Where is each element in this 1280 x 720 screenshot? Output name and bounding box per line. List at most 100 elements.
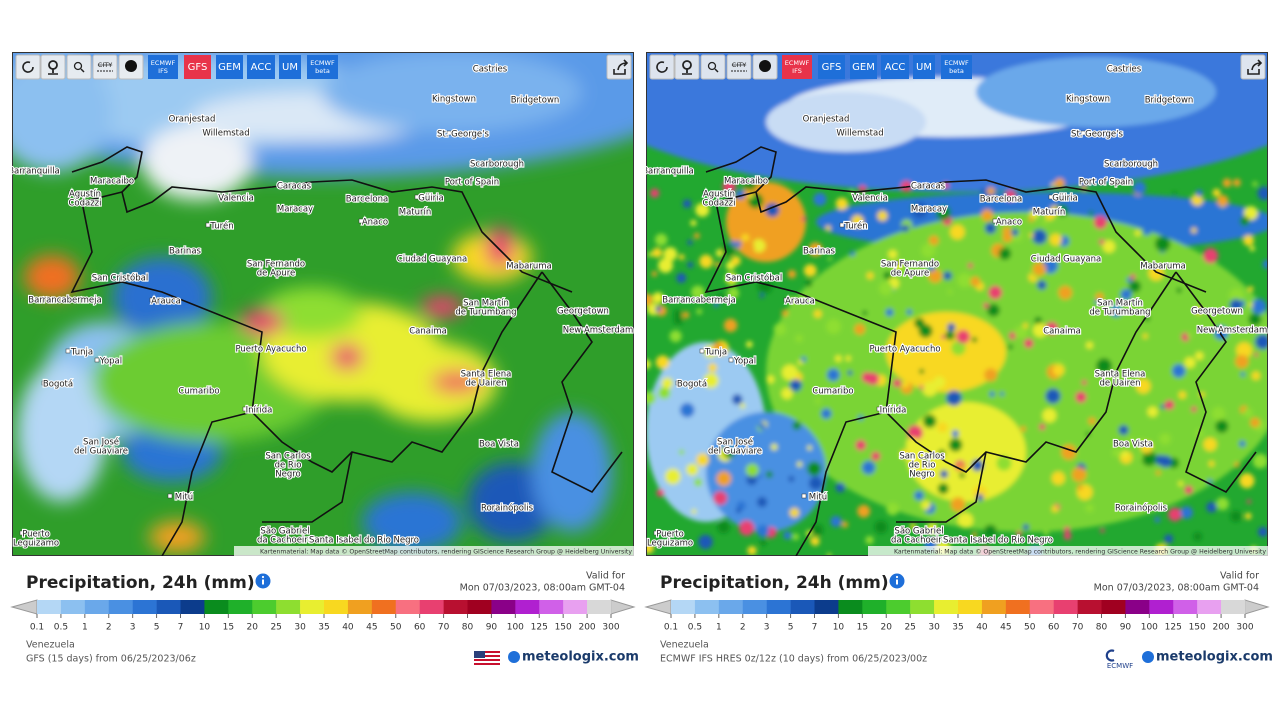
precip-cell xyxy=(943,271,952,281)
model-run: GFS (15 days) from 06/25/2023/06z xyxy=(26,654,196,665)
precip-cell xyxy=(1206,501,1217,513)
model-button[interactable]: ACC xyxy=(881,55,909,79)
precip-cell xyxy=(826,319,841,334)
city-label: de Rio xyxy=(909,461,936,471)
city-label: Barranquilla xyxy=(8,167,60,177)
precip-cell xyxy=(922,381,938,397)
layer-dot-button[interactable] xyxy=(118,54,144,80)
precip-cell xyxy=(941,335,946,340)
precip-cell xyxy=(1140,441,1153,454)
model-button[interactable]: GFS xyxy=(184,55,211,79)
share-button[interactable] xyxy=(606,54,632,80)
button-bg xyxy=(40,54,66,80)
city-marker xyxy=(801,493,807,499)
model-button[interactable]: UM xyxy=(279,55,301,79)
icon xyxy=(261,575,265,579)
precip-cell xyxy=(956,329,970,344)
precip-cell xyxy=(1037,280,1047,290)
city-toggle-button[interactable]: CITY xyxy=(92,54,118,80)
precip-cell xyxy=(803,264,817,277)
precip-field xyxy=(646,52,1268,556)
reload-button[interactable] xyxy=(15,54,41,80)
model-button[interactable]: GEM xyxy=(216,55,243,79)
precip-cell xyxy=(1243,206,1258,220)
city-marker xyxy=(482,440,488,446)
precip-cell xyxy=(933,342,943,352)
precip-cell xyxy=(813,192,827,206)
precip-cell xyxy=(841,521,849,528)
precip-cell xyxy=(947,289,953,295)
zoom-button[interactable] xyxy=(700,54,726,80)
city-label: Maturín xyxy=(399,208,432,218)
brand-icon xyxy=(508,651,520,663)
precip-cell xyxy=(1034,316,1042,325)
locate-button[interactable] xyxy=(674,54,700,80)
flag-stripe xyxy=(474,657,500,659)
precip-cell xyxy=(757,474,763,479)
precip-cell xyxy=(796,461,803,467)
city-label: Inírida xyxy=(246,406,273,416)
colorbar-label: 200 xyxy=(578,623,595,633)
city-marker xyxy=(816,387,822,393)
city-marker xyxy=(168,247,174,253)
precip-cell xyxy=(947,323,956,332)
share-button[interactable] xyxy=(1240,54,1266,80)
model-button[interactable]: UM xyxy=(913,55,935,79)
precip-cell xyxy=(910,523,917,530)
city-marker xyxy=(1215,326,1221,332)
precip-cell xyxy=(1032,229,1047,245)
info-button[interactable] xyxy=(889,573,905,589)
precip-cell xyxy=(938,449,946,457)
precip-cell xyxy=(742,176,758,191)
precip-cell xyxy=(854,323,866,335)
city-toggle-button[interactable]: CITY xyxy=(726,54,752,80)
city-marker xyxy=(414,194,420,200)
reload-button[interactable] xyxy=(649,54,675,80)
precip-cell xyxy=(1262,259,1268,269)
precip-cell xyxy=(922,414,937,428)
precip-cell xyxy=(986,187,995,195)
precip-cell xyxy=(851,215,864,228)
precip-cell xyxy=(1240,372,1246,377)
locate-button[interactable] xyxy=(40,54,66,80)
model-button[interactable]: GEM xyxy=(850,55,877,79)
model-button[interactable]: ACC xyxy=(247,55,275,79)
colorbar-segment xyxy=(1029,600,1054,614)
button-bg xyxy=(184,55,211,79)
precip-cell xyxy=(902,224,910,232)
city-marker xyxy=(699,348,705,354)
city-button-label: CITY xyxy=(732,61,746,69)
precip-area xyxy=(142,124,252,200)
city-marker xyxy=(1048,194,1054,200)
precip-cell xyxy=(845,355,852,362)
precip-area xyxy=(240,309,284,335)
precip-cell xyxy=(1156,470,1161,476)
precip-cell xyxy=(1203,248,1219,264)
city-label: San José xyxy=(83,437,119,448)
precip-cell xyxy=(723,447,735,459)
colorbar-label: 300 xyxy=(602,623,619,633)
precip-cell xyxy=(1054,178,1065,189)
icon xyxy=(1247,59,1263,75)
precip-cell xyxy=(862,310,868,316)
precip-area xyxy=(331,344,363,370)
info-button[interactable] xyxy=(255,573,271,589)
city-label: Port of Spain xyxy=(445,178,499,188)
precip-cell xyxy=(792,533,800,541)
colorbar-segment xyxy=(324,600,349,614)
city-label: Mitú xyxy=(175,493,193,503)
precip-cell xyxy=(1171,364,1186,378)
city-label: Scarborough xyxy=(470,160,524,170)
precip-cell xyxy=(1243,408,1253,418)
precip-cell xyxy=(1211,406,1226,421)
model-button[interactable]: GFS xyxy=(818,55,845,79)
colorbar-label: 1 xyxy=(82,623,88,633)
layer-dot-button[interactable] xyxy=(752,54,778,80)
zoom-button[interactable] xyxy=(66,54,92,80)
